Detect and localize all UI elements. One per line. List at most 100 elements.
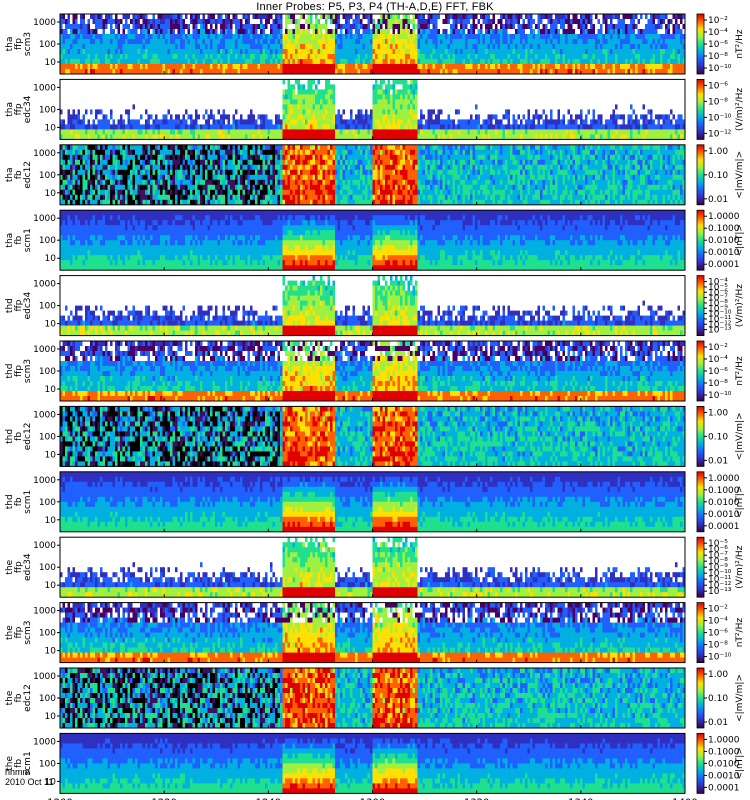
spectrogram-cell xyxy=(507,54,511,60)
spectrogram-cell xyxy=(67,34,71,40)
spectrogram-cell xyxy=(567,34,571,40)
spectrogram-cell xyxy=(320,94,323,100)
spectrogram-cell xyxy=(192,99,196,105)
spectrogram-cell xyxy=(317,114,321,120)
spectrogram-cell xyxy=(147,29,151,35)
spectrogram-cell xyxy=(267,24,271,30)
spectrogram-cell xyxy=(85,134,88,140)
spectrogram-cell xyxy=(395,59,398,65)
spectrogram-cell xyxy=(87,114,91,120)
spectrogram-cell xyxy=(385,24,388,30)
spectrogram-cell xyxy=(562,34,566,40)
spectrogram-cell xyxy=(245,79,248,85)
spectrogram-cell xyxy=(457,24,461,30)
spectrogram-cell xyxy=(280,114,283,120)
spectrogram-cell xyxy=(405,99,408,105)
spectrogram-cell xyxy=(615,34,618,40)
spectrogram-cell xyxy=(425,59,428,65)
spectrogram-cell xyxy=(285,99,288,105)
spectrogram-cell xyxy=(390,29,393,35)
spectrogram-cell xyxy=(330,39,333,45)
spectrogram-cell xyxy=(275,14,278,20)
spectrogram-cell xyxy=(377,94,381,100)
spectrogram-cell xyxy=(452,99,456,105)
spectrogram-cell xyxy=(347,129,351,135)
spectrogram-cell xyxy=(237,24,241,30)
spectrogram-cell xyxy=(427,69,431,75)
spectrogram-cell xyxy=(132,79,136,85)
spectrogram-cell xyxy=(72,34,76,40)
spectrogram-cell xyxy=(72,129,76,135)
spectrogram-cell xyxy=(602,49,606,55)
spectrogram-cell xyxy=(510,49,513,55)
spectrogram-cell xyxy=(277,134,281,140)
spectrogram-cell xyxy=(87,94,91,100)
spectrogram-cell xyxy=(507,19,511,25)
spectrogram-cell xyxy=(447,64,451,70)
spectrogram-cell xyxy=(262,64,266,70)
spectrogram-cell xyxy=(360,44,363,50)
spectrogram-cell xyxy=(170,19,173,25)
spectrogram-cell xyxy=(170,129,173,135)
spectrogram-cell xyxy=(62,14,66,20)
spectrogram-cell xyxy=(127,79,131,85)
spectrogram-cell xyxy=(502,29,506,35)
spectrogram-cell xyxy=(577,14,581,20)
spectrogram-cell xyxy=(407,99,411,105)
spectrogram-cell xyxy=(447,124,451,130)
spectrogram-cell xyxy=(60,109,63,115)
spectrogram-cell xyxy=(225,59,228,65)
spectrogram-cell xyxy=(645,64,648,70)
spectrogram-cell xyxy=(282,39,286,45)
spectrogram-cell xyxy=(620,24,623,30)
spectrogram-cell xyxy=(150,14,153,20)
spectrogram-cell xyxy=(682,39,686,45)
spectrogram-cell xyxy=(200,114,203,120)
spectrogram-cell xyxy=(430,94,433,100)
spectrogram-cell xyxy=(152,54,156,60)
spectrogram-cell xyxy=(500,19,503,25)
spectrogram-cell xyxy=(637,19,641,25)
spectrogram-cell xyxy=(467,114,471,120)
spectrogram-cell xyxy=(222,84,226,90)
spectrogram-cell xyxy=(60,104,63,110)
spectrogram-cell xyxy=(402,44,406,50)
spectrogram-cell xyxy=(200,64,203,70)
spectrogram-cell xyxy=(277,24,281,30)
spectrogram-cell xyxy=(340,39,343,45)
spectrogram-cell xyxy=(347,89,351,95)
spectrogram-cell xyxy=(115,54,118,60)
spectrogram-cell xyxy=(212,49,216,55)
spectrogram-cell xyxy=(437,14,441,20)
spectrogram-cell xyxy=(215,89,218,95)
spectrogram-cell xyxy=(432,104,436,110)
spectrogram-cell xyxy=(275,119,278,125)
spectrogram-cell xyxy=(130,34,133,40)
spectrogram-cell xyxy=(265,134,268,140)
spectrogram-cell xyxy=(547,59,551,65)
spectrogram-cell xyxy=(192,29,196,35)
spectrogram-cell xyxy=(175,84,178,90)
spectrogram-cell xyxy=(340,29,343,35)
spectrogram-cell xyxy=(420,134,423,140)
spectrogram-cell xyxy=(302,24,306,30)
spectrogram-cell xyxy=(360,39,363,45)
spectrogram-cell xyxy=(462,69,466,75)
spectrogram-cell xyxy=(87,134,91,140)
spectrogram-cell xyxy=(455,59,458,65)
spectrogram-cell xyxy=(112,79,116,85)
spectrogram-cell xyxy=(112,134,116,140)
spectrogram-cell xyxy=(177,39,181,45)
spectrogram-cell xyxy=(565,34,568,40)
spectrogram-cell xyxy=(465,54,468,60)
spectrogram-cell xyxy=(512,69,516,75)
spectrogram-cell xyxy=(267,79,271,85)
spectrogram-cell xyxy=(297,29,301,35)
spectrogram-cell xyxy=(252,104,256,110)
spectrogram-cell xyxy=(465,119,468,125)
spectrogram-cell xyxy=(442,69,446,75)
spectrogram-cell xyxy=(375,14,378,20)
spectrogram-cell xyxy=(387,114,391,120)
spectrogram-cell xyxy=(362,54,366,60)
spectrogram-cell xyxy=(445,124,448,130)
